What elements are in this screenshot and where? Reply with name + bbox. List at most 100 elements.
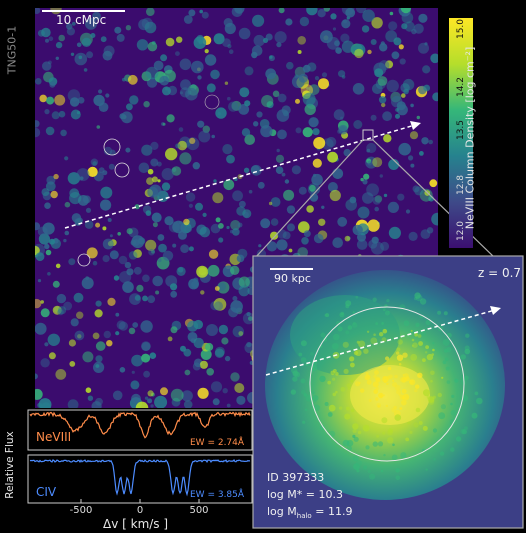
density-blob bbox=[327, 412, 333, 417]
density-blob bbox=[218, 223, 224, 229]
density-blob bbox=[228, 307, 239, 318]
density-blob bbox=[276, 109, 290, 122]
density-blob bbox=[367, 160, 373, 166]
density-blob bbox=[167, 336, 173, 342]
density-blob bbox=[150, 404, 154, 408]
density-blob bbox=[372, 381, 379, 388]
density-blob bbox=[230, 265, 240, 275]
density-blob bbox=[76, 311, 84, 319]
density-blob bbox=[151, 249, 155, 254]
density-blob bbox=[178, 127, 184, 132]
density-blob bbox=[224, 355, 231, 362]
density-blob bbox=[410, 163, 415, 168]
density-blob bbox=[432, 348, 435, 352]
density-blob bbox=[425, 319, 431, 326]
colorbar bbox=[449, 18, 473, 248]
density-blob bbox=[130, 380, 140, 390]
density-blob bbox=[363, 465, 368, 470]
density-blob bbox=[237, 222, 243, 228]
density-blob bbox=[314, 76, 320, 81]
density-blob bbox=[419, 151, 424, 156]
density-blob bbox=[140, 320, 153, 333]
density-blob bbox=[49, 238, 55, 245]
density-blob bbox=[300, 389, 306, 395]
density-blob bbox=[356, 239, 368, 250]
density-blob bbox=[251, 51, 258, 59]
density-blob bbox=[295, 127, 302, 134]
density-blob bbox=[299, 16, 310, 27]
density-blob bbox=[224, 81, 229, 85]
density-blob bbox=[324, 313, 328, 317]
density-blob bbox=[76, 42, 82, 48]
density-blob bbox=[369, 473, 376, 480]
density-blob bbox=[361, 25, 370, 33]
density-blob bbox=[302, 127, 313, 138]
density-blob bbox=[395, 467, 400, 473]
density-blob bbox=[351, 322, 358, 328]
density-blob bbox=[332, 27, 337, 31]
density-blob bbox=[338, 124, 348, 135]
density-blob bbox=[239, 87, 250, 98]
density-blob bbox=[210, 223, 221, 234]
density-blob bbox=[285, 18, 293, 26]
density-blob bbox=[189, 137, 196, 144]
density-blob bbox=[197, 75, 202, 80]
density-blob bbox=[329, 189, 341, 202]
density-blob bbox=[292, 376, 298, 382]
density-blob bbox=[213, 33, 225, 45]
density-blob bbox=[55, 41, 63, 49]
density-blob bbox=[372, 196, 382, 205]
density-blob bbox=[162, 250, 174, 261]
density-blob bbox=[102, 255, 110, 263]
density-blob bbox=[166, 114, 175, 123]
density-blob bbox=[381, 417, 388, 424]
density-blob bbox=[49, 81, 56, 88]
density-blob bbox=[134, 204, 140, 210]
density-blob bbox=[113, 275, 120, 281]
density-blob bbox=[426, 227, 434, 234]
density-blob bbox=[362, 424, 370, 432]
density-blob bbox=[313, 233, 324, 244]
density-blob bbox=[392, 443, 395, 447]
density-blob bbox=[380, 469, 384, 473]
density-blob bbox=[342, 439, 350, 447]
density-blob bbox=[403, 88, 409, 95]
density-blob bbox=[138, 162, 150, 174]
density-blob bbox=[70, 109, 81, 120]
density-blob bbox=[335, 390, 338, 394]
x-tick-label: 0 bbox=[136, 505, 144, 516]
density-blob bbox=[187, 320, 199, 332]
density-blob bbox=[344, 413, 351, 420]
density-blob bbox=[234, 8, 245, 14]
density-blob bbox=[332, 168, 344, 180]
density-blob bbox=[144, 396, 149, 400]
density-blob bbox=[304, 103, 316, 116]
density-blob bbox=[226, 225, 230, 230]
density-blob bbox=[387, 429, 393, 436]
density-blob bbox=[371, 236, 379, 244]
density-blob bbox=[211, 134, 215, 139]
density-blob bbox=[58, 34, 65, 42]
density-blob bbox=[345, 8, 356, 18]
x-tick-label: 500 bbox=[189, 505, 209, 516]
density-blob bbox=[310, 364, 318, 372]
density-blob bbox=[147, 398, 153, 404]
density-blob bbox=[84, 220, 94, 229]
density-blob bbox=[109, 234, 113, 238]
density-blob bbox=[147, 295, 156, 304]
density-blob bbox=[161, 168, 174, 181]
density-blob bbox=[218, 324, 229, 335]
density-blob bbox=[118, 255, 128, 265]
density-blob bbox=[342, 341, 349, 348]
density-blob bbox=[388, 374, 393, 379]
density-blob bbox=[108, 163, 115, 170]
density-blob bbox=[192, 362, 201, 371]
density-blob bbox=[52, 305, 62, 315]
density-blob bbox=[384, 310, 390, 316]
density-blob bbox=[412, 342, 418, 349]
density-blob bbox=[392, 379, 395, 382]
density-blob bbox=[86, 51, 94, 59]
density-blob bbox=[418, 341, 423, 346]
density-blob bbox=[41, 188, 50, 197]
density-blob bbox=[213, 301, 223, 311]
